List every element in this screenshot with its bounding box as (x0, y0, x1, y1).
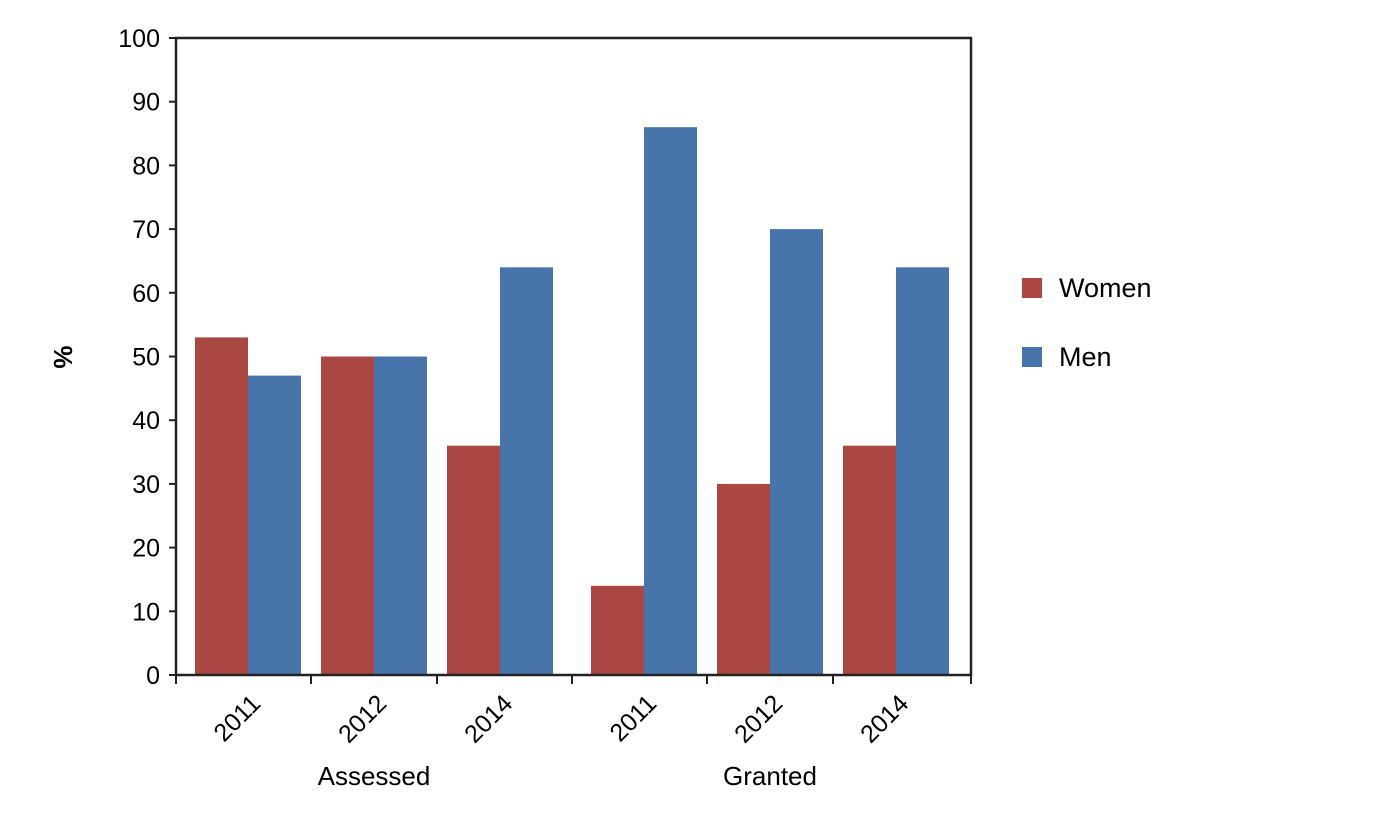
legend-swatch-men (1022, 347, 1042, 367)
bar-women-2 (321, 356, 374, 675)
y-tick-label: 90 (132, 89, 160, 117)
y-tick-label: 50 (132, 344, 160, 372)
y-tick-label: 100 (118, 25, 160, 53)
bar-women-6 (843, 445, 896, 675)
bar-women-4 (591, 585, 644, 675)
bar-men-1 (248, 375, 301, 675)
x-category-label: 2011 (208, 689, 266, 747)
x-group-label: Assessed (318, 761, 431, 791)
legend-swatch-women (1022, 278, 1042, 298)
bar-men-6 (896, 267, 949, 675)
y-tick-label: 0 (146, 662, 160, 690)
bars-layer (195, 127, 949, 676)
bar-women-1 (195, 337, 248, 675)
y-tick-label: 60 (132, 280, 160, 308)
y-tick-label: 30 (132, 471, 160, 499)
x-category-label: 2014 (459, 689, 518, 748)
y-tick-label: 10 (132, 598, 160, 626)
bar-women-3 (447, 445, 500, 675)
legend-label-women: Women (1059, 273, 1152, 303)
bar-men-5 (770, 229, 823, 675)
x-category-label: 2012 (333, 689, 392, 748)
x-category-label: 2011 (604, 689, 662, 747)
x-category-label: 2014 (855, 689, 914, 748)
legend: Women Men (1022, 273, 1152, 372)
y-tick-label: 70 (132, 216, 160, 244)
y-axis-label: % (48, 345, 78, 368)
x-group-label: Granted (723, 761, 817, 791)
x-category-label: 2012 (729, 689, 788, 748)
bar-women-5 (717, 483, 770, 675)
bar-men-2 (374, 356, 427, 675)
y-tick-label: 40 (132, 407, 160, 435)
legend-label-men: Men (1059, 342, 1112, 372)
bar-men-4 (644, 127, 697, 676)
y-tick-label: 20 (132, 535, 160, 563)
bar-men-3 (500, 267, 553, 675)
y-tick-label: 80 (132, 152, 160, 180)
